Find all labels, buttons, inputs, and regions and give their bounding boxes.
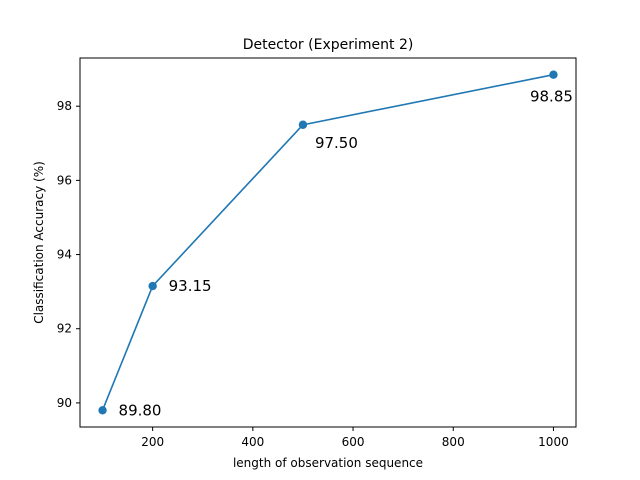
data-label: 98.85 <box>530 88 573 106</box>
x-tick-label: 600 <box>342 435 365 449</box>
x-tick-label: 400 <box>241 435 264 449</box>
data-label: 93.15 <box>169 277 212 295</box>
data-point <box>148 281 157 291</box>
plot-area: 200 400 600 800 1000 90 92 94 96 98 89.80 93.15 97.5… <box>57 70 573 449</box>
series-line <box>101 73 554 411</box>
data-point <box>549 70 558 79</box>
x-tick-label: 800 <box>442 435 465 449</box>
y-tick-label: 90 <box>57 396 72 410</box>
data-point <box>298 120 308 129</box>
chart-title: Detector (Experiment 2) <box>243 37 414 53</box>
x-tick-label: 200 <box>141 435 164 449</box>
y-tick-label: 96 <box>57 173 72 187</box>
data-label: 89.80 <box>119 401 162 419</box>
y-axis-label: Classification Accuracy (%) <box>32 161 46 324</box>
plot-frame <box>79 57 577 428</box>
y-tick-label: 98 <box>57 99 72 113</box>
data-point <box>98 406 107 415</box>
x-axis-label: length of observation sequence <box>233 456 423 470</box>
y-tick-label: 92 <box>57 322 72 336</box>
x-tick-label: 1000 <box>538 435 569 449</box>
data-label: 97.50 <box>315 134 358 152</box>
y-tick-label: 94 <box>57 248 72 262</box>
